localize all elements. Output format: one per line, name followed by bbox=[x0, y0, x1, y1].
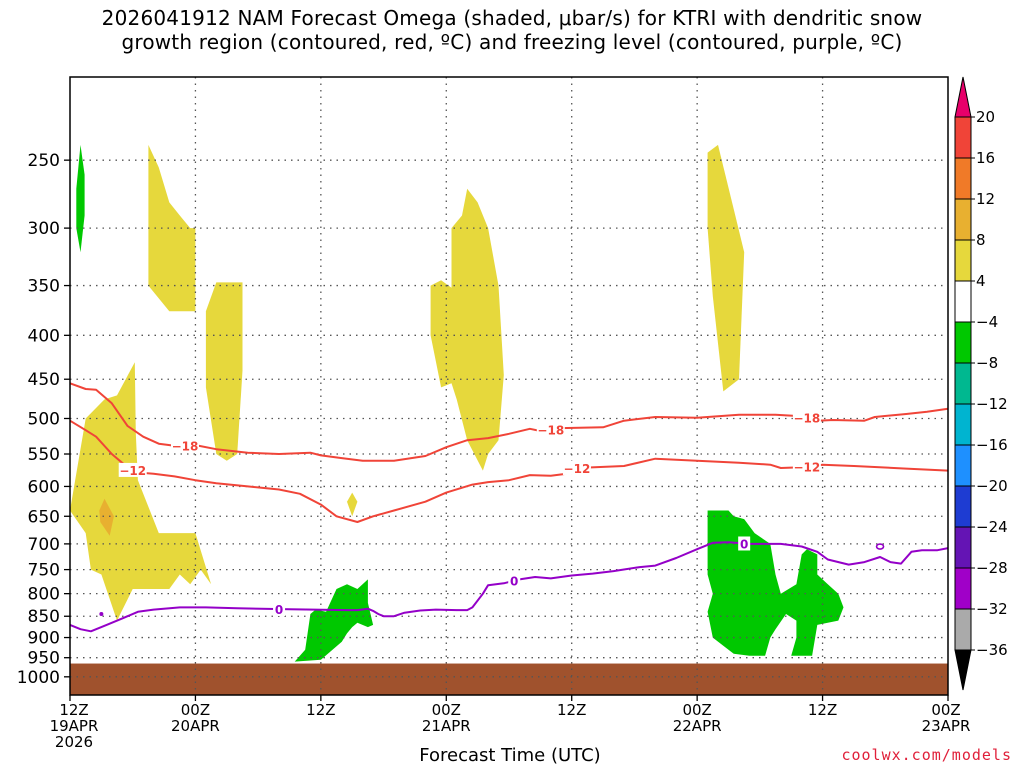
omega-region-2 bbox=[205, 282, 243, 461]
x-tick-label-48-1: 12Z bbox=[557, 701, 586, 719]
chart-title-line-2: growth region (contoured, red, ºC) and f… bbox=[121, 30, 903, 54]
freezing-dot-1 bbox=[99, 612, 104, 617]
x-tick-label-0-1: 12Z bbox=[59, 701, 88, 719]
contour-label-bg--12-2 bbox=[792, 459, 821, 474]
colorbar-box-12 bbox=[954, 608, 972, 651]
colorbar-label-13: −36 bbox=[976, 641, 1008, 659]
colorbar-box-2 bbox=[954, 198, 972, 241]
contour-label-bg-0-0 bbox=[273, 601, 286, 616]
y-tick-label-800: 800 bbox=[28, 585, 60, 605]
y-tick-label-300: 300 bbox=[28, 219, 60, 239]
colorbar-label-1: 16 bbox=[976, 149, 995, 167]
contour-label--12-1: −12 bbox=[564, 462, 591, 476]
x-tick-label-12-1: 00Z bbox=[181, 701, 210, 719]
contour-label-bg--18-0 bbox=[170, 438, 199, 453]
colorbar-label-7: −12 bbox=[976, 395, 1008, 413]
colorbar-label-0: 20 bbox=[976, 108, 995, 126]
contour-line--12 bbox=[69, 419, 949, 523]
colorbar-label-6: −8 bbox=[976, 354, 998, 372]
x-tick-label-0-2: 19APR bbox=[50, 717, 99, 735]
contour-label--18-1: −18 bbox=[537, 424, 564, 438]
x-tick-label-60-2: 22APR bbox=[673, 717, 722, 735]
x-tick-label-0-3: 2026 bbox=[55, 733, 93, 751]
contour-label-0-0: 0 bbox=[275, 603, 283, 617]
y-tick-label-700: 700 bbox=[28, 535, 60, 555]
colorbar-box-11 bbox=[954, 567, 972, 610]
colorbar-label-3: 8 bbox=[976, 231, 986, 249]
x-tick-label-60-1: 00Z bbox=[682, 701, 711, 719]
y-tick-label-350: 350 bbox=[28, 277, 60, 297]
omega-region-8 bbox=[294, 579, 374, 662]
colorbar-box-0 bbox=[954, 116, 972, 159]
omega-region-5 bbox=[707, 144, 745, 392]
x-tick-label-12-2: 20APR bbox=[171, 717, 220, 735]
contour-label-bg--12-0 bbox=[118, 462, 147, 477]
contour-label--18-0: −18 bbox=[172, 439, 199, 453]
y-tick-label-900: 900 bbox=[28, 629, 60, 649]
colorbar-top-arrow bbox=[954, 76, 972, 118]
colorbar-label-2: 12 bbox=[976, 190, 995, 208]
x-tick-label-24-1: 12Z bbox=[306, 701, 335, 719]
omega-region-0 bbox=[70, 362, 212, 621]
contour-label--12-0: −12 bbox=[119, 464, 146, 478]
ground-below-surface bbox=[70, 663, 948, 695]
omega-region-7 bbox=[76, 144, 85, 253]
y-tick-label-450: 450 bbox=[28, 370, 60, 390]
y-tick-label-250: 250 bbox=[28, 151, 60, 171]
colorbar-bottom-arrow bbox=[954, 649, 972, 691]
contour-label-0-1: 0 bbox=[510, 575, 518, 589]
contour-label--12-2: −12 bbox=[794, 461, 821, 475]
y-tick-label-550: 550 bbox=[28, 445, 60, 465]
contour-label-bg--12-1 bbox=[562, 460, 591, 475]
omega-region-3 bbox=[347, 492, 358, 517]
colorbar-label-10: −24 bbox=[976, 518, 1008, 536]
colorbar-box-1 bbox=[954, 157, 972, 200]
colorbar-box-8 bbox=[954, 444, 972, 487]
y-tick-label-500: 500 bbox=[28, 409, 60, 429]
contour-label-bg--18-2 bbox=[792, 410, 821, 425]
x-tick-label-84-2: 23APR bbox=[922, 717, 971, 735]
colorbar-label-11: −28 bbox=[976, 559, 1008, 577]
y-tick-label-600: 600 bbox=[28, 477, 60, 497]
x-tick-label-36-1: 00Z bbox=[432, 701, 461, 719]
contour-label-bg--18-1 bbox=[536, 422, 565, 437]
x-tick-label-36-2: 21APR bbox=[422, 717, 471, 735]
colorbar-box-7 bbox=[954, 403, 972, 446]
omega-region-4 bbox=[430, 188, 504, 471]
y-tick-label-1000: 1000 bbox=[17, 668, 60, 688]
x-axis-label: Forecast Time (UTC) bbox=[419, 745, 601, 766]
colorbar-box-10 bbox=[954, 526, 972, 569]
colorbar-box-3 bbox=[954, 239, 972, 282]
y-tick-label-750: 750 bbox=[28, 561, 60, 581]
contour-label-bg-0-2 bbox=[738, 536, 751, 551]
contour-line-0 bbox=[69, 541, 949, 633]
contour-label--18-2: −18 bbox=[794, 412, 821, 426]
colorbar-label-4: 4 bbox=[976, 272, 986, 290]
omega-region-1 bbox=[148, 144, 196, 312]
colorbar-box-9 bbox=[954, 485, 972, 528]
plot-frame bbox=[69, 76, 949, 696]
colorbar-box-4 bbox=[954, 280, 972, 323]
y-tick-label-650: 650 bbox=[28, 507, 60, 527]
colorbar-label-9: −20 bbox=[976, 477, 1008, 495]
y-tick-label-850: 850 bbox=[28, 607, 60, 627]
y-tick-label-400: 400 bbox=[28, 326, 60, 346]
chart-title-line-1: 2026041912 NAM Forecast Omega (shaded, μ… bbox=[101, 6, 923, 30]
y-tick-label-950: 950 bbox=[28, 649, 60, 669]
contour-label-bg-0-1 bbox=[508, 573, 521, 588]
omega-region-6 bbox=[99, 498, 114, 536]
colorbar-box-5 bbox=[954, 321, 972, 364]
credit-link[interactable]: coolwx.com/models bbox=[841, 746, 1012, 764]
x-tick-label-72-1: 12Z bbox=[808, 701, 837, 719]
colorbar-label-8: −16 bbox=[976, 436, 1008, 454]
contour-label-0-2: 0 bbox=[740, 537, 748, 551]
colorbar-label-5: −4 bbox=[976, 313, 998, 331]
x-tick-label-84-1: 00Z bbox=[931, 701, 960, 719]
colorbar-box-6 bbox=[954, 362, 972, 405]
colorbar-label-12: −32 bbox=[976, 600, 1008, 618]
freezing-ring-0 bbox=[875, 543, 885, 550]
